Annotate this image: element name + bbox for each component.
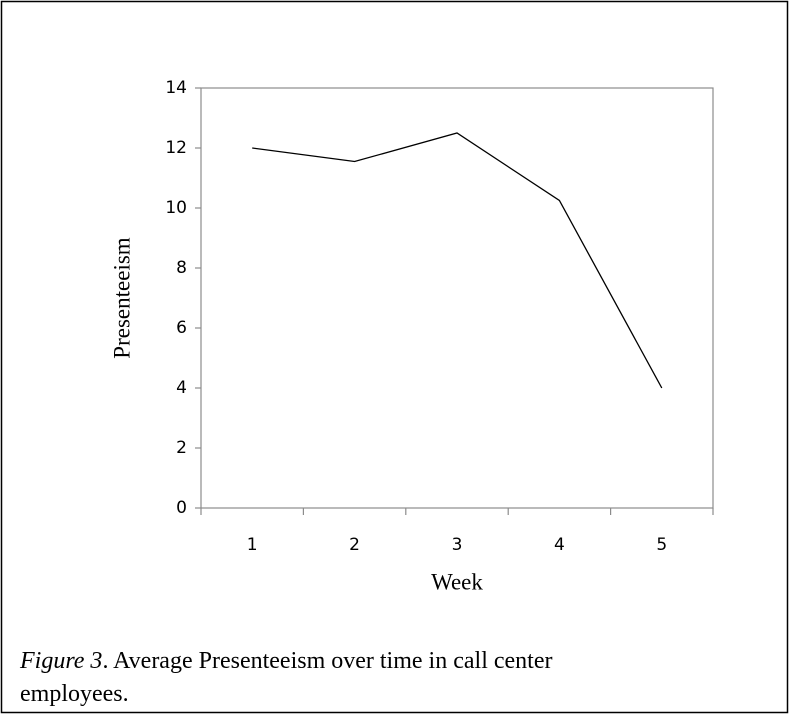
y-tick-label: 10 bbox=[165, 198, 187, 218]
data-line bbox=[252, 132, 663, 389]
y-axis-title: Presenteeism bbox=[109, 237, 134, 358]
x-tick-label: 5 bbox=[656, 535, 667, 555]
y-tick-label: 2 bbox=[176, 438, 187, 458]
y-tick-label: 8 bbox=[176, 258, 187, 278]
x-axis-title: Week bbox=[431, 569, 483, 594]
x-tick-label: 3 bbox=[452, 535, 463, 555]
y-tick-label: 12 bbox=[165, 138, 187, 158]
y-tick-label: 6 bbox=[176, 318, 187, 338]
x-tick-label: 4 bbox=[554, 535, 565, 555]
plot-border bbox=[200, 87, 714, 509]
x-tick-label: 1 bbox=[247, 535, 258, 555]
caption-label: Figure 3 bbox=[19, 648, 102, 674]
y-tick-label: 4 bbox=[176, 378, 187, 398]
caption: Figure 3. Average Presenteeism over time… bbox=[19, 648, 552, 674]
y-tick-label: 14 bbox=[165, 78, 187, 98]
caption-line-2: employees. bbox=[20, 681, 129, 707]
caption-text: . Average Presenteeism over time in call… bbox=[102, 648, 552, 674]
y-tick-label: 0 bbox=[176, 498, 187, 518]
x-tick-label: 2 bbox=[349, 535, 360, 555]
